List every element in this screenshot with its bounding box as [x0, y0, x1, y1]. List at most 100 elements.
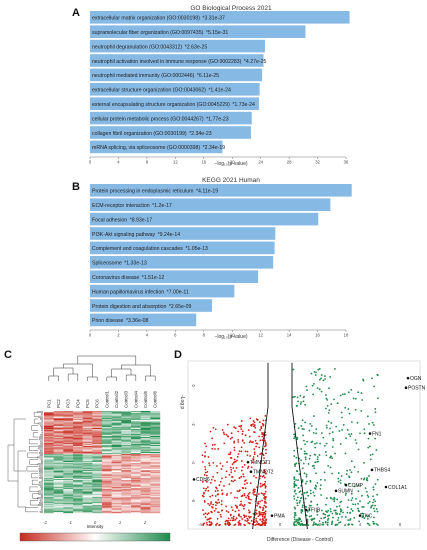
volcano-points — [201, 367, 379, 527]
colorbar-tick-label: 1 — [119, 520, 121, 525]
b-bar-term: Coronavirus disease — [92, 275, 139, 281]
b-bar-term: Focal adhesion — [92, 217, 127, 223]
labeled-gene-name: TMNOT2 — [253, 470, 274, 476]
labeled-gene-name: THBS4 — [374, 468, 390, 474]
a-bar-term: external encapsulating structure organiz… — [92, 102, 230, 108]
b-bar-pvalue: *7.00e-11 — [167, 289, 189, 295]
volcano-significance-curves — [252, 362, 308, 530]
b-bar-pvalue: *3.36e-08 — [126, 318, 149, 324]
labeled-gene-name: CDH6 — [196, 477, 210, 483]
b-x-tick-label: 8 — [203, 333, 206, 338]
a-bar-pvalue: *1.77e-23 — [206, 116, 229, 122]
labeled-gene-point — [270, 514, 274, 517]
a-bar — [90, 11, 350, 24]
b-bar-pvalue: *1.2e-17 — [152, 203, 172, 209]
b-x-tick-label: 4 — [146, 333, 149, 338]
volcano-y-tick-label: 0 — [191, 385, 196, 388]
volcano-y-tick-label: -4 — [191, 460, 196, 464]
a-x-tick-label: 0 — [89, 160, 92, 165]
labeled-gene-name: COL1A1 — [388, 485, 407, 491]
panel-a-go-chart: A GO Biological Process 2021 extracellul… — [72, 5, 350, 167]
a-x-tick-label: 8 — [146, 160, 149, 165]
a-bar-pvalue: *2.34e-23 — [189, 131, 212, 137]
volcano-plot-frame — [187, 360, 421, 530]
volcano-y-axis-label: -Log p — [179, 395, 185, 409]
a-bar-term: mRNA splicing, via spliceosome (GO:00003… — [92, 145, 200, 151]
b-bar-term: PI3K-Akt signaling pathway — [92, 232, 156, 238]
colorbar-label: Intensity — [87, 524, 105, 529]
b-bar — [90, 198, 331, 211]
labeled-gene-point — [192, 478, 196, 481]
labeled-gene-name: FN1 — [372, 431, 382, 437]
heatmap-column-label: Control5 — [143, 390, 148, 408]
kegg-x-axis-label: −log₁₀(p-value) — [214, 334, 247, 340]
volcano-x-tick-label: -4 — [198, 522, 202, 527]
b-x-tick-label: 0 — [89, 333, 92, 338]
a-bar-pvalue: *3.31e-37 — [202, 16, 225, 22]
a-bar — [90, 54, 264, 67]
panel-letter-c: C — [4, 349, 12, 361]
b-x-tick-label: 6 — [174, 333, 177, 338]
a-bar — [90, 39, 265, 53]
b-x-tick-label: 10 — [230, 333, 235, 338]
b-bar-pvalue: *1.33e-13 — [124, 261, 147, 267]
volcano-x-tick-label: 0 — [279, 522, 282, 527]
colorbar-tick-label: -1 — [68, 520, 72, 525]
labeled-gene-point — [249, 470, 253, 474]
heatmap-column-label: Control4 — [133, 390, 138, 408]
a-x-tick-label: 4 — [117, 160, 120, 165]
b-bar — [90, 227, 276, 240]
b-bar-term: ECM-receptor interaction — [92, 203, 150, 209]
labeled-gene-point — [334, 489, 338, 493]
b-x-tick-label: 2 — [117, 333, 120, 338]
heatmap-column-label: Control2 — [114, 390, 119, 408]
b-bar-pvalue: *1.05e-13 — [185, 246, 208, 252]
a-x-tick-label: 28 — [287, 160, 292, 165]
labeled-gene-name: PMA — [274, 513, 286, 519]
colorbar-tick-label: 0 — [94, 520, 97, 525]
labeled-gene-name: OGN — [410, 376, 422, 382]
a-bar-pvalue: *5.15e-31 — [206, 30, 229, 36]
heatmap-column-label: PC6 — [95, 399, 100, 408]
b-bar-term: Prion disease — [92, 318, 124, 324]
a-bar-term: neutrophil activation involved in immune… — [92, 59, 242, 65]
volcano-x-tick-label: 6 — [399, 522, 402, 527]
labeled-gene-name: TNC — [362, 513, 373, 519]
b-bar — [90, 299, 213, 312]
a-bar — [90, 126, 251, 139]
b-x-tick-label: 18 — [344, 333, 349, 338]
b-x-tick-label: 16 — [315, 333, 320, 338]
volcano-y-tick-label: -6 — [191, 498, 196, 502]
heatmap-column-label: Control1 — [104, 390, 109, 408]
heatmap-row-dendrogram — [7, 411, 43, 513]
b-bar — [90, 284, 235, 298]
a-x-tick-label: 16 — [201, 160, 206, 165]
b-bar-term: Complement and coagulation cascades — [92, 246, 183, 252]
labeled-gene-point — [370, 468, 374, 472]
b-bar-term: Protein processing in endoplasmic reticu… — [92, 189, 194, 195]
go-x-axis-label: −log₁₀(p-value) — [214, 161, 247, 167]
colorbar-tick-label: 2 — [143, 520, 147, 525]
b-bar-pvalue: *2.65e-09 — [169, 304, 192, 310]
heatmap-colorbar — [19, 532, 171, 542]
a-x-tick-label: 32 — [315, 160, 320, 165]
b-bar — [90, 241, 275, 255]
panel-letter-a: A — [72, 7, 80, 19]
volcano-x-tick-label: 4 — [359, 522, 362, 527]
labeled-gene-point — [404, 386, 408, 390]
b-bar-pvalue: *9.24e-14 — [158, 232, 181, 238]
labeled-gene-name: TMNOT1 — [250, 460, 271, 466]
b-bar-pvalue: *4.11e-19 — [196, 189, 218, 195]
labeled-gene-name: POSTN — [408, 386, 426, 392]
labeled-gene-point — [304, 508, 308, 512]
heatmap-column-label: Control6 — [153, 390, 158, 408]
a-bar-pvalue: *4.27e-25 — [244, 59, 267, 65]
a-bar-pvalue: *2.34e-19 — [203, 145, 226, 151]
a-bar-term: cellular protein metabolic process (GO:0… — [92, 116, 204, 122]
labeled-gene-point — [384, 485, 388, 489]
a-x-tick-label: 24 — [258, 160, 263, 165]
heatmap-column-label: PC5 — [85, 399, 90, 408]
a-x-tick-label: 12 — [173, 160, 178, 165]
panel-b-kegg-chart: B KEGG 2021 Human Protein processing in … — [72, 177, 352, 340]
